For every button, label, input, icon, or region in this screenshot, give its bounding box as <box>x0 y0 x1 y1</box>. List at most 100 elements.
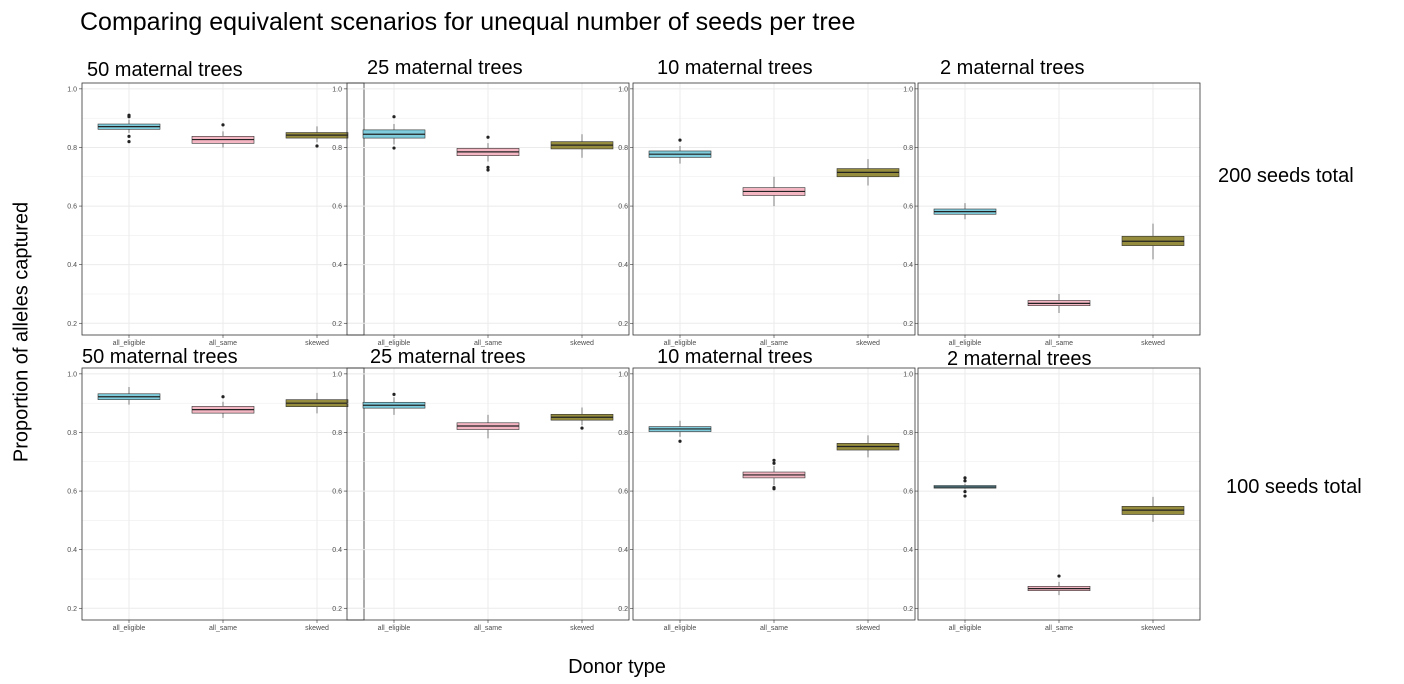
x-tick-label: all_eligible <box>664 340 697 347</box>
facet-panel: 0.2 0.4 0.6 0.8 1.0 all_eligible all_same skewe… <box>618 82 916 347</box>
facet-title: 50 maternal trees <box>87 59 243 81</box>
facet-title: 25 maternal trees <box>367 57 523 79</box>
outlier-point <box>772 458 776 462</box>
facet-title: 25 maternal trees <box>370 346 526 368</box>
y-tick-label: 1.0 <box>67 371 77 378</box>
outlier-point <box>315 144 319 148</box>
x-tick-label: all_same <box>474 625 502 632</box>
x-tick-label: all_same <box>209 340 237 347</box>
x-tick-label: all_same <box>209 625 237 632</box>
y-tick-label: 1.0 <box>903 86 913 93</box>
y-tick-label: 1.0 <box>67 86 77 93</box>
row-label-200-seeds: 200 seeds total <box>1218 165 1354 187</box>
y-tick-label: 0.6 <box>903 204 913 211</box>
y-tick-label: 0.4 <box>903 547 913 554</box>
outlier-point <box>127 134 131 138</box>
facet-title: 50 maternal trees <box>82 346 238 368</box>
outlier-point <box>963 476 967 480</box>
y-tick-label: 0.2 <box>618 606 628 613</box>
facet-panel: 0.2 0.4 0.6 0.8 1.0 all_eligible all_same skewe… <box>903 367 1201 632</box>
y-tick-label: 0.4 <box>903 262 913 269</box>
y-tick-label: 0.6 <box>332 489 342 496</box>
y-tick-label: 0.6 <box>903 489 913 496</box>
y-tick-label: 0.2 <box>67 606 77 613</box>
outlier-point <box>678 439 682 443</box>
y-tick-label: 0.2 <box>903 321 913 328</box>
chart-title: Comparing equivalent scenarios for unequ… <box>80 8 856 36</box>
x-tick-label: all_eligible <box>378 625 411 632</box>
outlier-point <box>963 494 967 498</box>
outlier-point <box>392 392 396 396</box>
y-tick-label: 0.4 <box>332 262 342 269</box>
x-tick-label: all_same <box>474 340 502 347</box>
x-tick-label: all_same <box>760 625 788 632</box>
y-tick-label: 0.8 <box>618 430 628 437</box>
x-tick-label: skewed <box>856 340 880 347</box>
y-tick-label: 0.8 <box>618 145 628 152</box>
x-tick-label: all_eligible <box>378 340 411 347</box>
x-tick-label: all_same <box>1045 340 1073 347</box>
facet-panel: 0.2 0.4 0.6 0.8 1.0 all_eligible all_same skewe… <box>332 367 630 632</box>
outlier-point <box>772 487 776 491</box>
outlier-point <box>221 123 225 127</box>
y-tick-label: 1.0 <box>618 371 628 378</box>
x-tick-label: skewed <box>570 625 594 632</box>
facet-panel: 0.2 0.4 0.6 0.8 1.0 all_eligible all_same skewe… <box>618 367 916 632</box>
y-tick-label: 0.2 <box>332 606 342 613</box>
y-tick-label: 0.4 <box>67 262 77 269</box>
x-tick-label: skewed <box>856 625 880 632</box>
y-tick-label: 0.8 <box>903 145 913 152</box>
outlier-point <box>486 135 490 139</box>
x-tick-label: all_eligible <box>949 625 982 632</box>
x-tick-label: all_eligible <box>113 625 146 632</box>
x-tick-label: all_eligible <box>113 340 146 347</box>
outlier-point <box>392 146 396 150</box>
y-tick-label: 0.8 <box>903 430 913 437</box>
x-tick-label: all_eligible <box>664 625 697 632</box>
facet-panel: 0.2 0.4 0.6 0.8 1.0 all_eligible all_same skewe… <box>67 82 365 347</box>
outlier-point <box>127 115 131 119</box>
outlier-point <box>580 426 584 430</box>
x-tick-label: all_same <box>1045 625 1073 632</box>
facet-panel: 0.2 0.4 0.6 0.8 1.0 all_eligible all_same skewe… <box>332 82 630 347</box>
y-tick-label: 0.6 <box>67 489 77 496</box>
y-tick-label: 0.4 <box>332 547 342 554</box>
x-tick-label: all_same <box>760 340 788 347</box>
x-axis-label: Donor type <box>568 656 666 678</box>
y-tick-label: 0.8 <box>67 145 77 152</box>
y-tick-label: 0.8 <box>332 430 342 437</box>
outlier-point <box>486 165 490 169</box>
y-tick-label: 0.6 <box>618 204 628 211</box>
y-tick-label: 0.4 <box>618 262 628 269</box>
x-tick-label: skewed <box>1141 625 1165 632</box>
y-tick-label: 0.4 <box>618 547 628 554</box>
x-tick-label: skewed <box>1141 340 1165 347</box>
outlier-point <box>963 490 967 494</box>
y-tick-label: 1.0 <box>332 371 342 378</box>
x-tick-label: skewed <box>570 340 594 347</box>
y-tick-label: 0.8 <box>67 430 77 437</box>
y-tick-label: 0.4 <box>67 547 77 554</box>
outlier-point <box>486 168 490 172</box>
y-tick-label: 0.2 <box>67 321 77 328</box>
row-label-100-seeds: 100 seeds total <box>1226 476 1362 498</box>
outlier-point <box>392 115 396 119</box>
facet-title: 10 maternal trees <box>657 346 813 368</box>
y-tick-label: 0.8 <box>332 145 342 152</box>
y-axis-label: Proportion of alleles captured <box>10 201 33 463</box>
facet-title: 10 maternal trees <box>657 57 813 79</box>
y-tick-label: 1.0 <box>332 86 342 93</box>
x-tick-label: skewed <box>305 340 329 347</box>
x-tick-label: skewed <box>305 625 329 632</box>
x-tick-label: all_eligible <box>949 340 982 347</box>
y-tick-label: 0.2 <box>332 321 342 328</box>
facet-title: 2 maternal trees <box>947 348 1092 370</box>
outlier-point <box>772 461 776 465</box>
facet-title: 2 maternal trees <box>940 57 1085 79</box>
y-tick-label: 0.2 <box>618 321 628 328</box>
y-tick-label: 0.6 <box>332 204 342 211</box>
outlier-point <box>127 140 131 144</box>
y-tick-label: 0.6 <box>618 489 628 496</box>
y-tick-label: 0.6 <box>67 204 77 211</box>
outlier-point <box>963 479 967 483</box>
